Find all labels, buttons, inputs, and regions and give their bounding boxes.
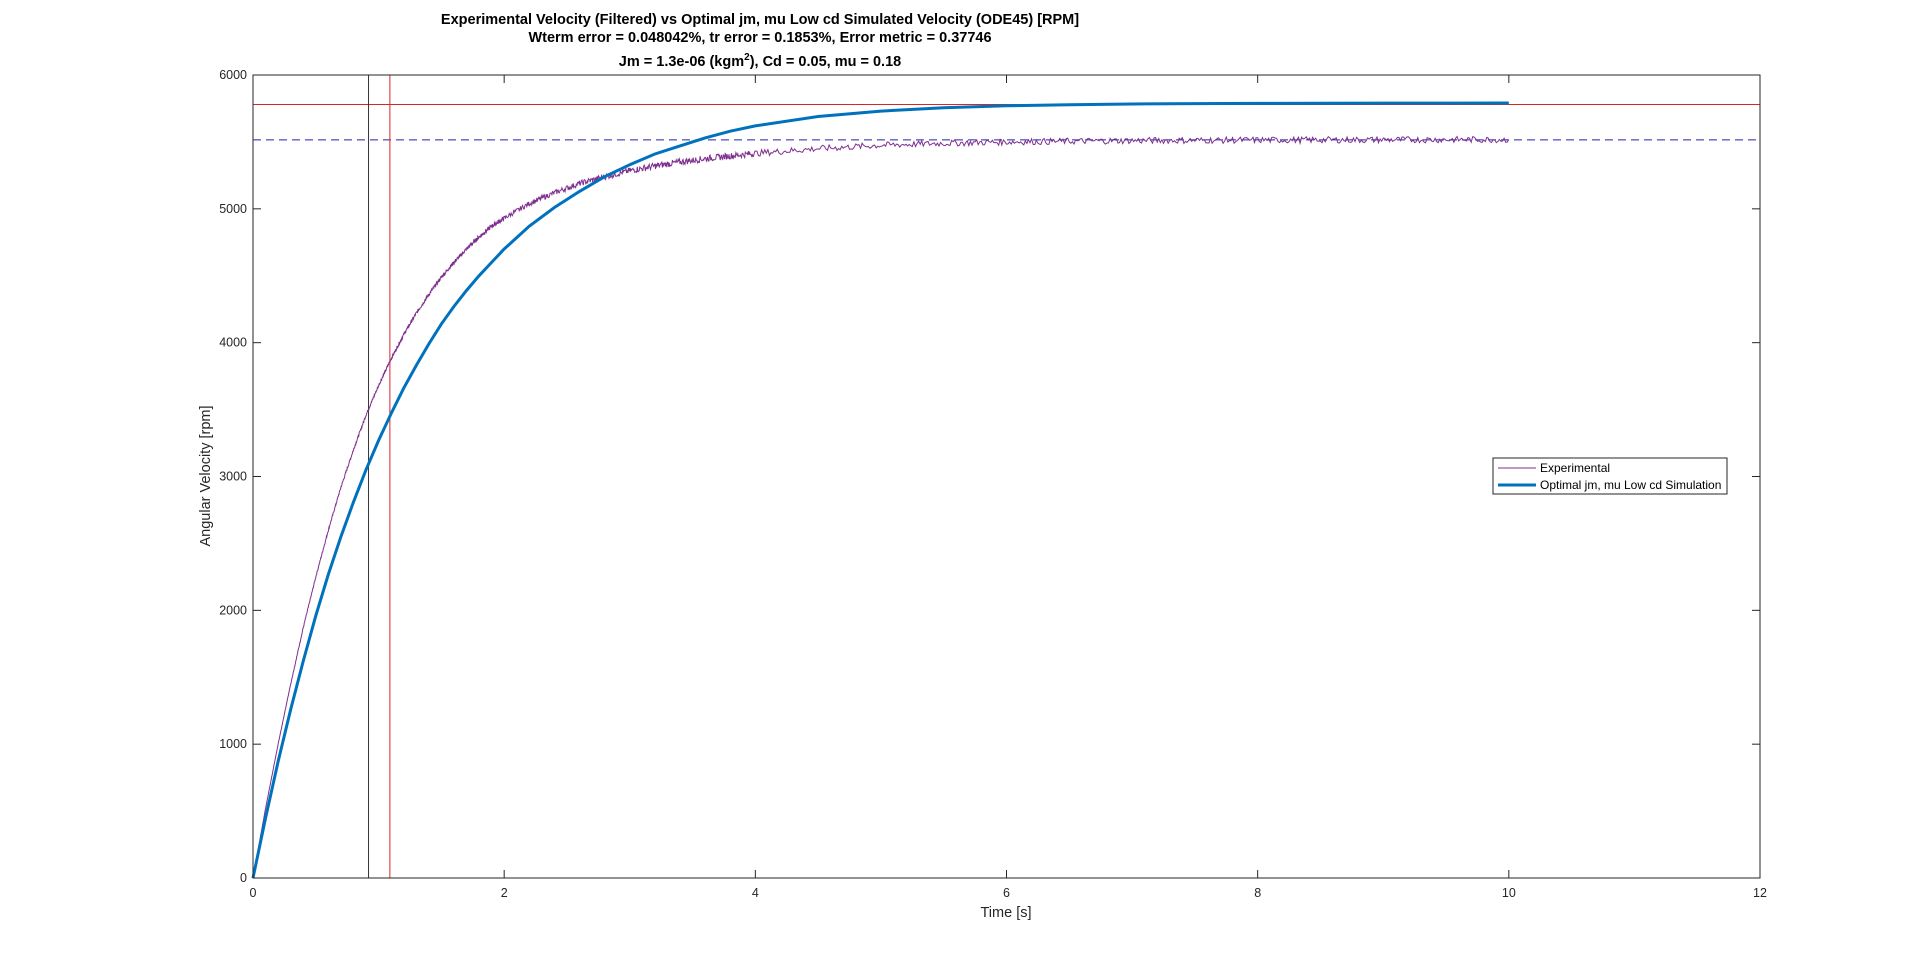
x-tick-label: 10 xyxy=(1502,886,1516,900)
x-tick-label: 12 xyxy=(1753,886,1767,900)
y-tick-label: 6000 xyxy=(219,68,247,82)
x-tick-label: 0 xyxy=(250,886,257,900)
y-tick-label: 3000 xyxy=(219,470,247,484)
legend-label-simulation: Optimal jm, mu Low cd Simulation xyxy=(1540,478,1721,492)
chart-title-line3: Jm = 1.3e-06 (kgm2), Cd = 0.05, mu = 0.1… xyxy=(619,52,901,70)
title-line3-pre: Jm = 1.3e-06 (kgm xyxy=(619,54,744,70)
y-tick-label: 4000 xyxy=(219,336,247,350)
title-line3-sup: 2 xyxy=(744,52,750,63)
legend-box xyxy=(1492,457,1728,495)
chart-title-line2: Wterm error = 0.048042%, tr error = 0.18… xyxy=(528,30,991,46)
x-tick-label: 8 xyxy=(1254,886,1261,900)
title-line3-post: ), Cd = 0.05, mu = 0.18 xyxy=(750,54,902,70)
x-tick-label: 4 xyxy=(752,886,759,900)
x-tick-label: 2 xyxy=(501,886,508,900)
x-axis-label: Time [s] xyxy=(980,905,1031,921)
y-tick-label: 2000 xyxy=(219,603,247,617)
series-group xyxy=(251,101,1510,879)
y-tick-label: 5000 xyxy=(219,202,247,216)
legend: Experimental Optimal jm, mu Low cd Simul… xyxy=(1492,457,1728,495)
y-tick-label: 0 xyxy=(240,871,247,885)
y-axis: 0 1000 2000 3000 4000 5000 6000 xyxy=(219,68,1760,885)
series-line-experimental xyxy=(252,135,1510,879)
y-axis-label: Angular Velocity [rpm] xyxy=(198,405,214,546)
x-axis: 0 2 4 6 8 10 12 xyxy=(250,75,1767,900)
series-line-simulation xyxy=(251,101,1509,879)
legend-label-experimental: Experimental xyxy=(1540,461,1610,475)
y-tick-label: 1000 xyxy=(219,737,247,751)
x-tick-label: 6 xyxy=(1003,886,1010,900)
chart-title-line1: Experimental Velocity (Filtered) vs Opti… xyxy=(441,12,1079,28)
